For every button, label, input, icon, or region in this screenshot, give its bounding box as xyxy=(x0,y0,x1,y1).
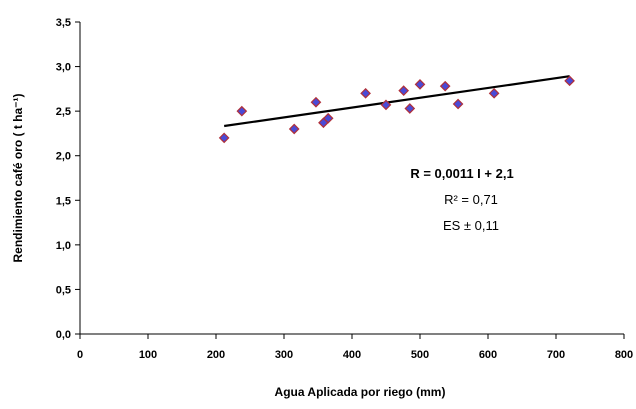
y-tick-label: 1,0 xyxy=(56,240,71,252)
data-point xyxy=(380,99,392,111)
x-tick-label: 500 xyxy=(411,349,429,361)
x-tick-label: 800 xyxy=(615,349,633,361)
data-point xyxy=(218,132,230,144)
standard-error-label: ES ± 0,11 xyxy=(443,218,499,233)
data-point xyxy=(236,105,248,117)
data-point xyxy=(398,85,410,96)
data-point xyxy=(360,87,371,99)
data-point xyxy=(488,87,500,99)
x-tick-label: 200 xyxy=(207,349,225,361)
data-point xyxy=(322,112,334,124)
y-tick-label: 2,0 xyxy=(56,151,71,163)
y-tick-label: 0,5 xyxy=(56,284,71,296)
data-point xyxy=(452,98,464,110)
y-tick-label: 0,0 xyxy=(56,329,71,341)
data-point xyxy=(414,79,426,90)
x-tick-label: 600 xyxy=(479,349,497,361)
data-point xyxy=(310,96,322,108)
data-points xyxy=(218,75,575,144)
x-tick-label: 400 xyxy=(343,349,361,361)
data-point xyxy=(404,103,416,114)
x-tick-label: 0 xyxy=(77,349,83,361)
y-tick-label: 3,5 xyxy=(56,17,71,29)
equation-label: R = 0,0011 I + 2,1 xyxy=(410,166,513,181)
r-squared-label: R² = 0,71 xyxy=(444,192,498,207)
data-point xyxy=(288,123,300,135)
y-axis-title: Rendimiento café oro ( t ha⁻¹) xyxy=(11,93,25,262)
data-point xyxy=(564,75,575,87)
y-tick-label: 2,5 xyxy=(56,106,71,118)
x-ticks: 0 100 200 300 400 500 600 700 800 xyxy=(77,334,633,361)
y-ticks: 0,0 0,5 1,0 1,5 2,0 2,5 3,0 3,5 xyxy=(56,17,80,341)
y-tick-label: 3,0 xyxy=(56,62,71,74)
x-axis-title: Agua Aplicada por riego (mm) xyxy=(275,385,446,399)
data-point xyxy=(439,80,451,92)
y-tick-label: 1,5 xyxy=(56,195,71,207)
x-tick-label: 700 xyxy=(547,349,565,361)
x-tick-label: 100 xyxy=(139,349,157,361)
x-tick-label: 300 xyxy=(275,349,293,361)
trendline xyxy=(224,75,570,128)
